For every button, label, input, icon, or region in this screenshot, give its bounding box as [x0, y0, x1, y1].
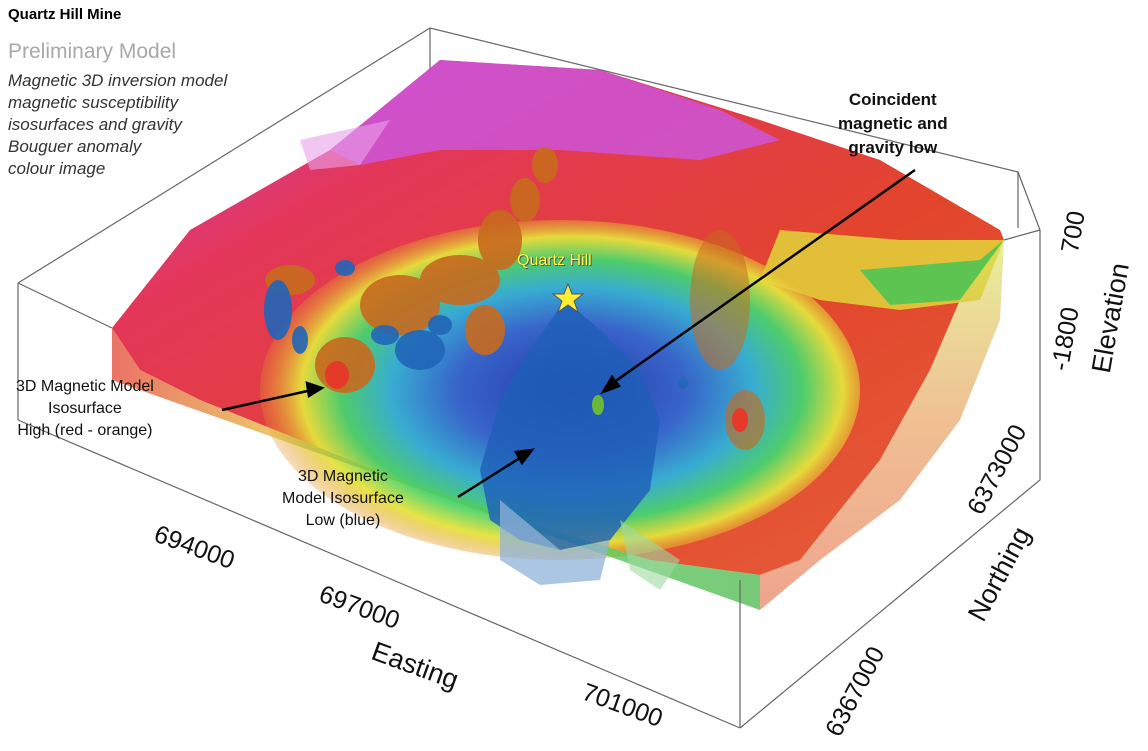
gravity-low-marker — [592, 395, 604, 415]
page-title: Quartz Hill Mine — [8, 6, 122, 23]
mag-low-blobs — [264, 260, 688, 389]
annotation-line: Low (blue) — [305, 512, 381, 529]
annotation-line: Model Isosurface — [282, 490, 404, 507]
description-line: magnetic susceptibility — [8, 93, 179, 112]
description-line: isosurfaces and gravity — [8, 115, 182, 134]
annotation-line: magnetic and — [838, 114, 948, 133]
annotation-line: gravity low — [848, 138, 938, 157]
annotation-mag-low: 3D Magnetic Model Isosurface Low (blue) — [282, 466, 404, 532]
star-icon — [551, 282, 585, 314]
annotation-coincident: Coincident magnetic and gravity low — [838, 88, 948, 160]
description-line: Magnetic 3D inversion model — [8, 71, 228, 90]
right-face — [760, 240, 1004, 610]
description: Magnetic 3D inversion model magnetic sus… — [8, 70, 227, 180]
annotation-line: Coincident — [848, 90, 937, 109]
annotation-line: Isosurface — [48, 400, 122, 417]
arrows — [221, 168, 916, 499]
annotation-line: High (red - orange) — [17, 422, 153, 439]
description-line: colour image — [8, 159, 106, 178]
front-face — [112, 328, 760, 610]
annotation-line: 3D Magnetic — [298, 468, 388, 485]
purple-zone — [330, 60, 780, 165]
description-line: Bouguer anomaly — [8, 137, 142, 156]
mag-low-body — [480, 300, 660, 550]
annotation-mag-high: 3D Magnetic Model Isosurface High (red -… — [16, 376, 154, 442]
site-label: Quartz Hill — [517, 252, 592, 269]
annotation-line: 3D Magnetic Model — [16, 378, 154, 395]
subtitle: Preliminary Model — [8, 40, 177, 63]
